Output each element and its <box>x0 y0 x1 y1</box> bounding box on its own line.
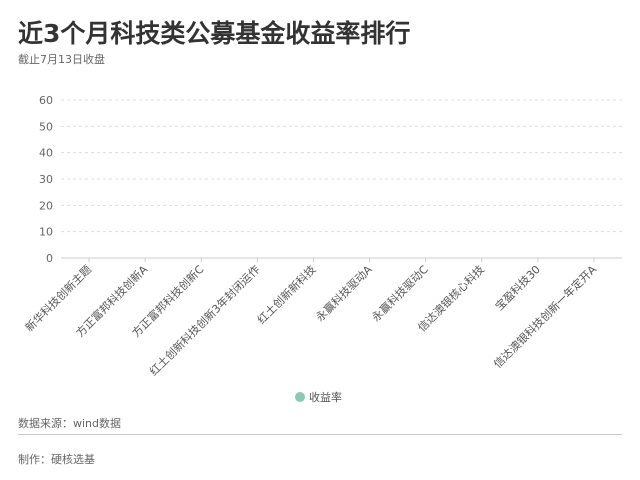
y-tick-label: 20 <box>39 199 53 212</box>
legend-marker <box>295 392 305 402</box>
y-tick-label: 60 <box>39 94 53 107</box>
y-tick-label: 40 <box>39 147 53 160</box>
x-tick-label: 信达澳银科技创新一年定开A <box>491 262 600 371</box>
legend-label: 收益率 <box>309 390 342 404</box>
x-tick-label: 永赢科技驱动C <box>369 262 431 324</box>
y-tick-label: 30 <box>39 173 53 186</box>
y-tick-label: 0 <box>46 252 53 265</box>
data-source: 数据来源：wind数据 <box>18 417 122 430</box>
maker-credit: 制作：硬核选基 <box>18 453 95 466</box>
y-tick-label: 10 <box>39 226 53 239</box>
y-tick-label: 50 <box>39 120 53 133</box>
divider <box>18 434 622 435</box>
x-tick-label: 永赢科技驱动A <box>313 262 375 324</box>
x-tick-label: 红土创新科技创新3年封闭运作 <box>147 262 263 378</box>
x-tick-label: 宝盈科技30 <box>492 262 543 313</box>
chart-subtitle: 截止7月13日收盘 <box>18 53 105 66</box>
x-tick-label: 红土创新新科技 <box>254 262 318 326</box>
chart-title: 近3个月科技类公募基金收益率排行 <box>18 19 411 48</box>
